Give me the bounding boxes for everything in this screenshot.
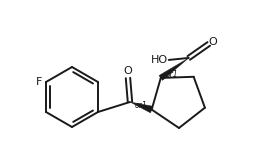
Text: or1: or1: [135, 102, 148, 110]
Text: F: F: [36, 77, 42, 87]
Text: HO: HO: [151, 55, 168, 65]
Text: O: O: [124, 66, 132, 76]
Text: or1: or1: [166, 71, 178, 79]
Text: O: O: [208, 37, 217, 47]
Polygon shape: [130, 102, 153, 113]
Polygon shape: [159, 58, 189, 80]
